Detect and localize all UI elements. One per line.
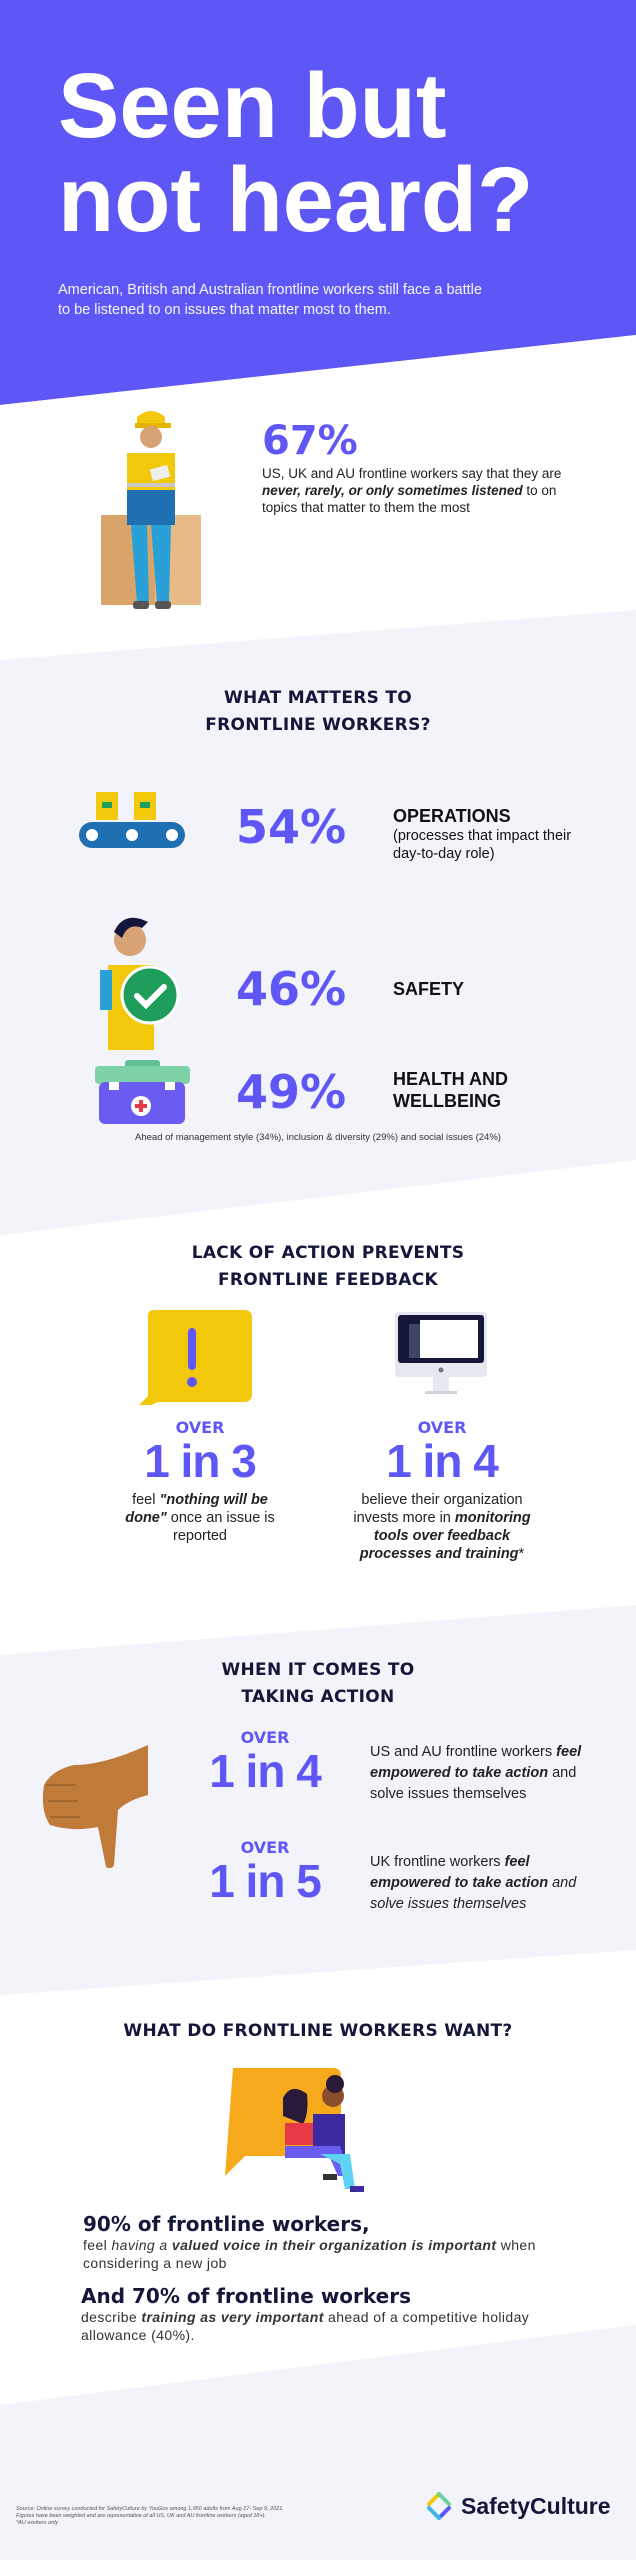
operations-sub: (processes that impact their day-to-day … (393, 828, 572, 862)
page-title: Seen but not heard? (58, 60, 533, 246)
text: US, UK and AU frontline workers say that… (262, 466, 562, 481)
section-heading-lack: LACK OF ACTION PREVENTS FRONTLINE FEEDBAC… (10, 1240, 636, 1294)
text: and solve issues themselves (370, 1875, 577, 1912)
lack-right-text: believe their organization invests more … (342, 1491, 542, 1563)
people-talking-illustration (225, 2068, 364, 2192)
safety-check-worker-icon (100, 917, 180, 1050)
action-text-1: US and AU frontline workers feel empower… (370, 1742, 590, 1805)
safetyculture-logo: SafetyCulture (425, 2492, 611, 2520)
text: * (518, 1546, 525, 1562)
ratio-value: 1 in 4 (386, 1435, 499, 1487)
ratio-value: 1 in 3 (144, 1435, 257, 1487)
emphasis: training as very important (141, 2309, 324, 2325)
stat-90-text: feel having a valued voice in their orga… (83, 2236, 583, 2272)
operations-value: 54% (236, 800, 347, 854)
stat-70-text: describe training as very important ahea… (81, 2308, 541, 2344)
text: when considering a new job (83, 2237, 536, 2271)
emphasis: monitoring tools over feedback processes… (359, 1510, 531, 1562)
source-note: Source: Online survey conducted for Safe… (16, 2506, 296, 2527)
over-label: OVER (240, 1838, 290, 1857)
over-label: OVER (240, 1728, 290, 1747)
title-line-1: Seen but (58, 55, 447, 157)
stat-70-heading: And 70% of frontline workers (81, 2284, 411, 2308)
text: feel (132, 1492, 160, 1508)
first-aid-kit-icon (95, 1060, 190, 1124)
want-stat-90: 90% of frontline workers, feel having a … (83, 2212, 583, 2272)
text: describe (81, 2309, 142, 2325)
hero-band (0, 0, 636, 405)
subtitle: American, British and Australian frontli… (58, 282, 482, 318)
lack-right-stat: OVER 1 in 4 believe their organization i… (342, 1418, 542, 1563)
white-band-2 (0, 1160, 636, 1655)
section-heading-matters: WHAT MATTERS TO FRONTLINE WORKERS? (0, 685, 636, 739)
text: UK frontline workers (370, 1854, 505, 1870)
section-heading-want: WHAT DO FRONTLINE WORKERS WANT? (123, 2021, 513, 2041)
emphasis: feel empowered to take action (370, 1744, 582, 1781)
safety-label: SAFETY (393, 979, 465, 999)
action-stat-1: OVER 1 in 4 (175, 1728, 355, 1795)
text: having a (111, 2237, 172, 2253)
text: to on topics that matter to them the mos… (262, 483, 557, 515)
title-line-2: not heard? (58, 149, 534, 251)
lack-left-stat: OVER 1 in 3 feel "nothing will be done" … (90, 1418, 310, 1545)
worker-with-box-icon (101, 411, 201, 609)
health-value: 49% (236, 1065, 347, 1119)
stat-67-value: 67% (262, 418, 358, 464)
emphasis: never, rarely, or only sometimes listene… (262, 483, 523, 498)
white-band-3 (0, 1950, 636, 2405)
heading-line: WHAT MATTERS TO (223, 688, 413, 708)
monitor-icon (395, 1312, 487, 1394)
text: and solve issues themselves (370, 1765, 577, 1802)
want-stat-70: And 70% of frontline workers describe tr… (81, 2284, 541, 2344)
brand-name: SafetyCulture (461, 2492, 611, 2519)
text: ahead of a competitive holiday allowance… (81, 2309, 530, 2343)
text: once an issue is reported (166, 1510, 275, 1544)
safety-value: 46% (236, 962, 347, 1016)
conveyor-belt-icon (79, 792, 185, 848)
action-stat-2: OVER 1 in 5 (175, 1838, 355, 1905)
safetyculture-logo-icon (427, 2492, 451, 2520)
over-label: OVER (417, 1418, 467, 1437)
label: OPERATIONS (393, 806, 511, 826)
source-text: Source: Online survey conducted for Safe… (16, 2506, 284, 2519)
footnote-text: *AU workers only (16, 2520, 59, 2526)
section-heading-action: WHEN IT COMES TO TAKING ACTION (0, 1657, 636, 1711)
heading-line: WHEN IT COMES TO (221, 1660, 415, 1680)
stat-90-heading: 90% of frontline workers, (83, 2212, 370, 2236)
action-text-2: UK frontline workers feel empowered to t… (370, 1852, 580, 1915)
matters-footnote: Ahead of management style (34%), inclusi… (135, 1132, 501, 1143)
heading-line: FRONTLINE FEEDBACK (217, 1270, 438, 1290)
health-label: HEALTH AND WELLBEING (393, 1069, 508, 1111)
stat-67-text: US, UK and AU frontline workers say that… (262, 465, 562, 516)
heading-line: LACK OF ACTION PREVENTS (191, 1243, 465, 1263)
alert-speech-bubble-icon (139, 1310, 252, 1405)
heading-line: TAKING ACTION (241, 1687, 395, 1707)
text: believe their organization invests more … (353, 1492, 523, 1526)
text: feel (83, 2237, 112, 2253)
text: US and AU frontline workers (370, 1744, 557, 1760)
over-label: OVER (175, 1418, 225, 1437)
lack-left-text: feel "nothing will be done" once an issu… (90, 1491, 310, 1545)
thumbs-down-icon (42, 1745, 148, 1869)
ratio-value: 1 in 4 (209, 1745, 322, 1797)
heading-line: FRONTLINE WORKERS? (205, 715, 431, 735)
emphasis: valued voice in their organization is im… (171, 2237, 497, 2253)
emphasis: "nothing will be done" (125, 1492, 268, 1526)
emphasis: feel empowered to take action (370, 1854, 549, 1891)
operations-label: OPERATIONS (processes that impact their d… (393, 805, 593, 863)
ratio-value: 1 in 5 (209, 1855, 322, 1907)
